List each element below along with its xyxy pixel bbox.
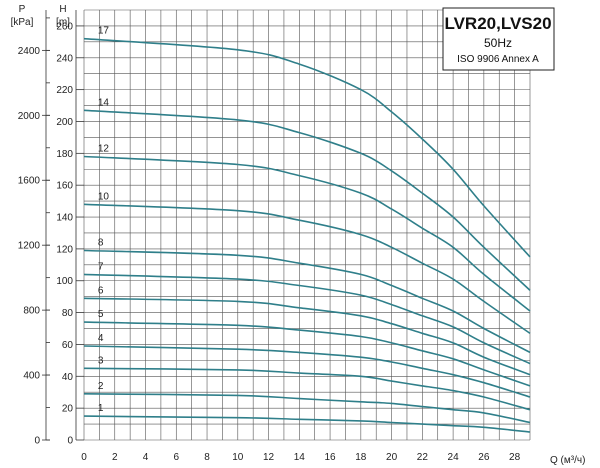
stage-label-6: 6 [98, 285, 104, 296]
h-tick-label: 20 [62, 404, 74, 415]
curve-stage-2 [83, 393, 531, 424]
title-box: LVR20,LVS20 50Hz ISO 9906 Annex A [442, 7, 555, 71]
x-tick-label: 24 [448, 452, 460, 463]
stage-label-7: 7 [98, 261, 104, 272]
curve-stage-3 [83, 367, 531, 411]
stage-label-14: 14 [98, 97, 110, 108]
stage-label-8: 8 [98, 237, 104, 248]
x-tick-label: 6 [173, 452, 179, 463]
chart-note: ISO 9906 Annex A [457, 54, 539, 65]
x-tick-label: 18 [355, 452, 367, 463]
x-tick-label: 12 [263, 452, 275, 463]
grid [83, 9, 531, 441]
x-tick-label: 28 [509, 452, 521, 463]
p-tick-label: 2400 [18, 46, 41, 57]
h-tick-label: 160 [56, 181, 73, 192]
h-tick-label: 140 [56, 213, 73, 224]
h-tick-label: 60 [62, 340, 74, 351]
p-tick-label: 1200 [18, 241, 41, 252]
x-tick-label: 20 [386, 452, 398, 463]
p-tick-label: 2000 [18, 111, 41, 122]
curve-stage-7 [83, 273, 531, 365]
h-tick-label: 0 [67, 436, 73, 447]
x-tick-label: 26 [478, 452, 490, 463]
x-tick-label: 14 [294, 452, 306, 463]
stage-label-10: 10 [98, 191, 110, 202]
stage-label-3: 3 [98, 355, 104, 366]
h-tick-label: 220 [56, 85, 73, 96]
curve-stage-4 [83, 345, 531, 398]
stage-label-2: 2 [98, 381, 104, 392]
curve-stage-5 [83, 321, 531, 387]
curve-stage-1 [83, 415, 531, 433]
performance-curves [83, 37, 531, 433]
p-tick-label: 0 [34, 436, 40, 447]
stage-label-12: 12 [98, 144, 110, 155]
h-tick-label: 260 [56, 21, 73, 32]
right-axis-label: H [59, 4, 66, 15]
p-tick-label: 400 [23, 371, 40, 382]
x-tick-label: 10 [232, 452, 244, 463]
curve-stage-17 [83, 37, 531, 258]
h-tick-label: 180 [56, 149, 73, 160]
x-tick-label: 22 [417, 452, 429, 463]
h-tick-label: 40 [62, 372, 74, 383]
left-axis-unit: [kPa] [11, 17, 34, 28]
h-tick-label: 120 [56, 244, 73, 255]
h-tick-label: 240 [56, 53, 73, 64]
p-tick-label: 1600 [18, 176, 41, 187]
stage-label-1: 1 [98, 403, 104, 414]
h-tick-label: 200 [56, 117, 73, 128]
x-tick-label: 2 [112, 452, 118, 463]
left-axis-label: P [19, 4, 26, 15]
stage-label-4: 4 [98, 333, 104, 344]
chart-title: LVR20,LVS20 [444, 14, 551, 33]
x-tick-label: 8 [204, 452, 210, 463]
stage-label-5: 5 [98, 309, 104, 320]
x-tick-label: 0 [81, 452, 87, 463]
h-tick-label: 100 [56, 276, 73, 287]
axes: 0 2 4 6 8 10 12 14 16 18 20 22 24 26 28020406080100120… [18, 10, 521, 463]
x-tick-label: 4 [143, 452, 149, 463]
right-axis-unit: [m] [56, 17, 70, 28]
x-axis-label: Q (м³/ч) [550, 455, 585, 466]
p-tick-label: 800 [23, 306, 40, 317]
curve-stage-12 [83, 155, 531, 312]
stage-label-17: 17 [98, 26, 110, 37]
curve-stage-14 [83, 109, 531, 291]
x-tick-label: 16 [325, 452, 337, 463]
curve-stage-8 [83, 249, 531, 354]
curve-stage-6 [83, 297, 531, 376]
chart-subtitle: 50Hz [484, 36, 512, 50]
curve-stage-10 [83, 203, 531, 334]
h-tick-label: 80 [62, 308, 74, 319]
